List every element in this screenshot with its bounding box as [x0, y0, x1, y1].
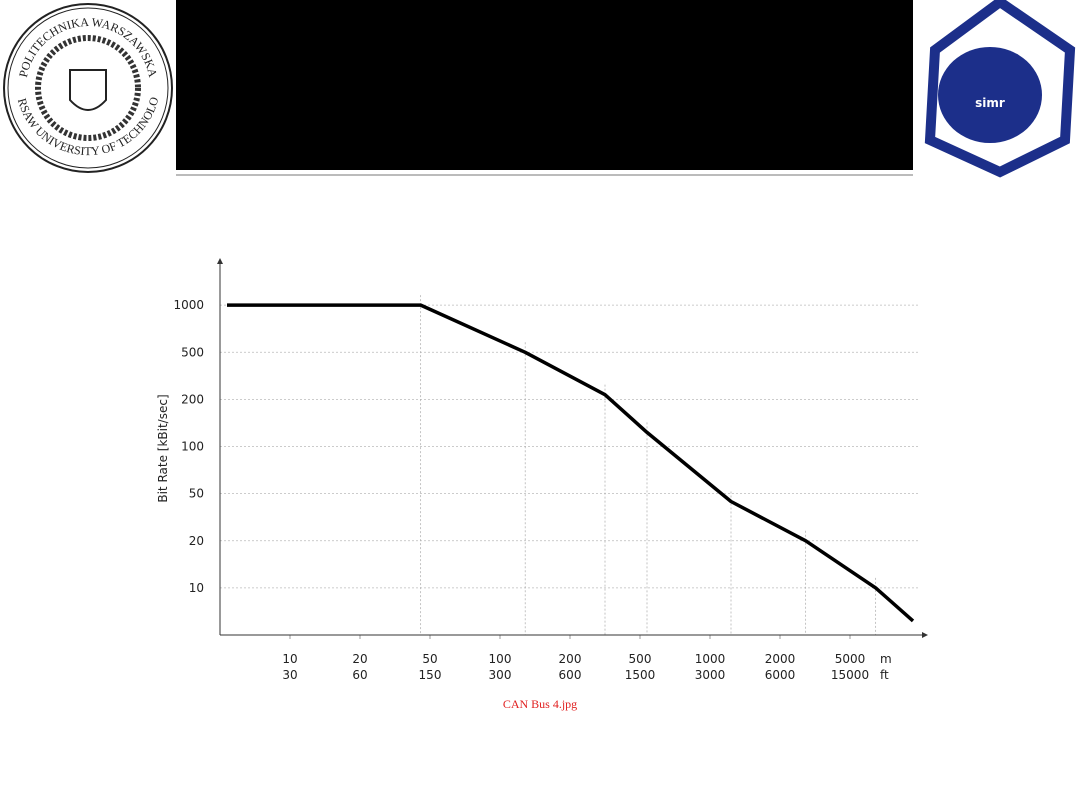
x2-tick-label: 600: [559, 668, 582, 682]
left-logo: POLITECHNIKA WARSZAWSKA WARSAW UNIVERSIT…: [0, 0, 173, 173]
x2-tick-label: 30: [282, 668, 297, 682]
y-tick-label: 500: [181, 345, 204, 359]
x-tick-label: 50: [422, 652, 437, 666]
right-logo: simr: [924, 0, 1076, 178]
x-tick-label: 5000: [835, 652, 866, 666]
x2-tick-label: 15000: [831, 668, 869, 682]
x-tick-label: 500: [629, 652, 652, 666]
logo-text: simr: [975, 96, 1005, 110]
data-line: [227, 303, 915, 623]
x-tick-label: 20: [352, 652, 367, 666]
y-axis-label: Bit Rate [kBit/sec]: [156, 394, 170, 502]
header-bar: [176, 0, 913, 170]
x-tick-label: 2000: [765, 652, 796, 666]
x2-tick-label: 60: [352, 668, 367, 682]
x-tick-label: 100: [489, 652, 512, 666]
caption: CAN Bus 4.jpg: [503, 697, 577, 711]
y-tick-label: 10: [189, 581, 204, 595]
x2-tick-label: 300: [489, 668, 512, 682]
x2-tick-label: 6000: [765, 668, 796, 682]
y-axis-arrow: [217, 258, 223, 264]
y-tick-label: 1000: [173, 298, 204, 312]
y-tick-label: 50: [189, 487, 204, 501]
chart: 10 20 50 100 200 500 1000 10 30 20 60 50 150 100 300 20…: [156, 258, 928, 682]
y-tick-label: 100: [181, 440, 204, 454]
x-axis-arrow: [922, 632, 928, 638]
y-tick-label: 200: [181, 392, 204, 406]
x2-tick-label: 1500: [625, 668, 656, 682]
x-tick-label: 1000: [695, 652, 726, 666]
x2-unit: ft: [880, 668, 889, 682]
x2-tick-label: 3000: [695, 668, 726, 682]
y-tick-label: 20: [189, 534, 204, 548]
x-tick-label: 10: [282, 652, 297, 666]
x-tick-label: 200: [559, 652, 582, 666]
x-unit: m: [880, 652, 892, 666]
x2-tick-label: 150: [419, 668, 442, 682]
